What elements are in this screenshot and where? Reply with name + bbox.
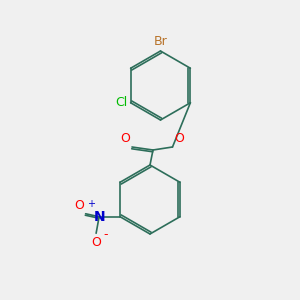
Text: Cl: Cl [116,96,128,109]
Text: O: O [174,133,184,146]
Text: -: - [103,228,108,241]
Text: O: O [74,199,84,212]
Text: Br: Br [154,35,167,48]
Text: O: O [121,133,130,146]
Text: O: O [91,236,101,249]
Text: N: N [93,210,105,224]
Text: +: + [87,199,95,209]
